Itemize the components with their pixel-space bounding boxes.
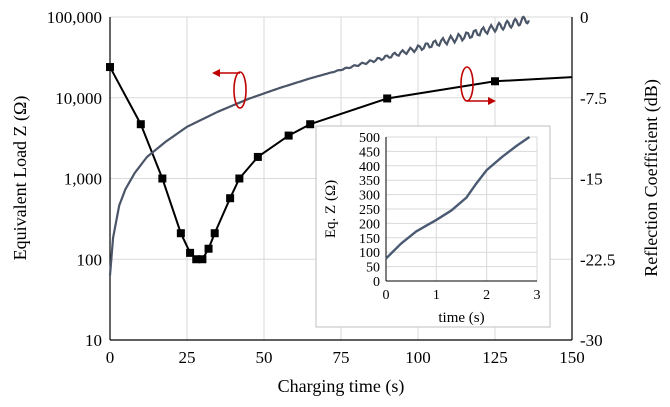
inset-y-tick-label: 50 <box>366 261 380 276</box>
inset-y-tick-label: 200 <box>359 217 380 232</box>
y-tick-label: 10 <box>85 331 102 350</box>
main-tick-labels: 0 25 50 75 100 125 150101001,00010,000100,000-… <box>47 8 616 367</box>
inset-y-tick-label: 500 <box>359 131 380 146</box>
series-load-marker <box>253 152 262 161</box>
inset-y-tick-label: 100 <box>359 246 380 261</box>
y2-axis-title: Reflection Coefficient (dB) <box>641 79 662 277</box>
series-load-marker <box>106 63 114 72</box>
x-tick-label: 0 <box>106 348 115 367</box>
x-tick-label: 100 <box>405 348 431 367</box>
inset-y-tick-label: 300 <box>359 189 380 204</box>
right-axis-indicator-ellipse <box>460 66 474 102</box>
y-tick-label: 100,000 <box>47 8 102 27</box>
series-load-marker <box>136 120 145 129</box>
inset-x-tick-label: 2 <box>483 288 490 303</box>
y2-tick-label: -7.5 <box>580 89 607 108</box>
inset-x-tick-label: 0 <box>383 288 390 303</box>
series-load-marker <box>491 77 499 86</box>
inset-x-tick-label: 3 <box>534 288 541 303</box>
x-axis-title: Charging time (s) <box>278 376 405 397</box>
inset-series-line <box>385 136 531 260</box>
x-tick-label: 25 <box>179 348 196 367</box>
y-axis-title: Equivalent Load Z (Ω) <box>10 96 31 261</box>
main-series <box>106 15 573 276</box>
series-load-marker <box>176 229 185 238</box>
axis-indicator-arrows <box>212 66 496 109</box>
x-tick-label: 150 <box>559 348 585 367</box>
inset-y-tick-label: 450 <box>359 145 380 160</box>
series-load-marker <box>198 255 207 264</box>
inset-x-axis-title: time (s) <box>438 310 484 326</box>
inset-y-axis-title: Eq. Z (Ω) <box>323 180 339 238</box>
y2-tick-label: -15 <box>580 170 603 189</box>
inset-y-tick-label: 250 <box>359 203 380 218</box>
inset-y-tick-label: 0 <box>373 275 380 290</box>
y2-tick-label: 0 <box>580 8 589 27</box>
x-tick-label: 50 <box>256 348 273 367</box>
series-load-marker <box>383 94 392 103</box>
x-tick-label: 75 <box>333 348 350 367</box>
y2-tick-label: -30 <box>580 331 603 350</box>
right-axis-arrowhead <box>488 97 496 105</box>
series-reflection-line <box>108 15 530 276</box>
series-load-marker <box>158 174 167 183</box>
y-tick-label: 100 <box>77 250 103 269</box>
series-load-marker <box>204 244 213 253</box>
inset-y-tick-label: 150 <box>359 232 380 247</box>
inset-y-tick-label: 400 <box>359 160 380 175</box>
series-load-marker <box>306 120 315 129</box>
inset-x-tick-label: 1 <box>433 288 440 303</box>
series-load-marker <box>210 229 219 238</box>
y-tick-label: 10,000 <box>55 89 102 108</box>
y-tick-label: 1,000 <box>64 170 102 189</box>
series-load-marker <box>192 255 201 264</box>
left-axis-indicator-ellipse <box>233 71 247 109</box>
inset-y-tick-label: 350 <box>359 174 380 189</box>
series-load-marker <box>226 194 235 203</box>
series-load-marker <box>186 248 195 257</box>
x-tick-label: 125 <box>482 348 508 367</box>
y2-tick-label: -22.5 <box>580 250 615 269</box>
series-load-marker <box>284 131 293 140</box>
series-load-marker <box>235 174 244 183</box>
left-axis-arrowhead <box>212 69 220 77</box>
inset-background <box>315 125 551 328</box>
